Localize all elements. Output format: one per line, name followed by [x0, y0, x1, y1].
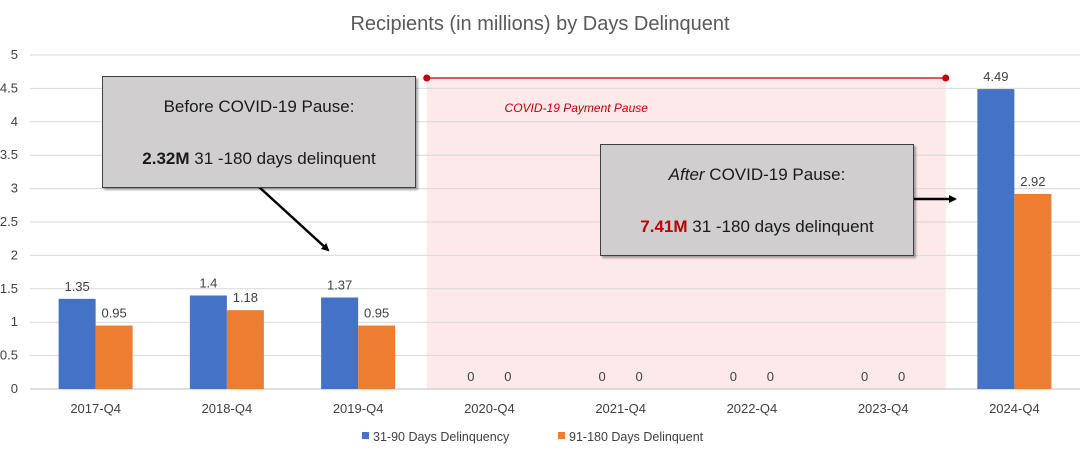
- x-tick-label: 2017-Q4: [70, 401, 121, 416]
- legend-swatch: [558, 432, 565, 439]
- before-callout-value: 2.32M: [142, 149, 190, 168]
- after-pause-callout: After COVID-19 Pause: 7.41M 31 -180 days…: [600, 144, 914, 256]
- y-tick-label: 2.5: [0, 214, 18, 229]
- x-tick-label: 2023-Q4: [858, 401, 909, 416]
- data-label: 0: [898, 369, 905, 384]
- y-tick-label: 0.5: [0, 348, 18, 363]
- chart-title: Recipients (in millions) by Days Delinqu…: [350, 13, 729, 35]
- bar-31-90-days: [321, 297, 359, 389]
- bar-91-180-days: [226, 310, 264, 389]
- bar-31-90-days: [977, 89, 1015, 390]
- after-callout-heading-italic: After: [668, 165, 705, 184]
- y-tick-label: 4: [11, 114, 18, 129]
- y-tick-label: 0: [11, 381, 18, 396]
- data-label: 1.37: [327, 277, 352, 292]
- y-tick-label: 1.5: [0, 281, 18, 296]
- data-label: 0: [504, 369, 511, 384]
- before-callout-heading: Before COVID-19 Pause:: [163, 97, 355, 116]
- data-label: 1.35: [64, 279, 89, 294]
- data-label: 0.95: [101, 306, 126, 321]
- y-tick-label: 3: [11, 181, 18, 196]
- before-callout-text: 31 -180 days delinquent: [189, 149, 376, 168]
- y-tick-label: 2: [11, 247, 18, 262]
- bar-91-180-days: [95, 325, 133, 389]
- after-callout-heading: After COVID-19 Pause:: [601, 165, 913, 185]
- bar-31-90-days: [189, 295, 227, 389]
- y-tick-label: 3.5: [0, 147, 18, 162]
- pause-start-dot: [423, 74, 431, 82]
- before-callout-body: 2.32M 31 -180 days delinquent: [103, 149, 415, 169]
- pause-end-dot: [942, 74, 950, 82]
- pause-region-label: COVID-19 Payment Pause: [505, 101, 649, 115]
- data-label: 4.49: [983, 69, 1008, 84]
- after-callout-value: 7.41M: [640, 217, 688, 236]
- x-tick-label: 2024-Q4: [989, 401, 1040, 416]
- x-tick-label: 2020-Q4: [464, 401, 515, 416]
- data-label: 0: [467, 369, 474, 384]
- data-label: 1.18: [233, 290, 258, 305]
- data-label: 0.95: [364, 306, 389, 321]
- data-label: 0: [599, 369, 606, 384]
- before-pause-callout: Before COVID-19 Pause: 2.32M 31 -180 day…: [102, 76, 416, 188]
- x-tick-label: 2019-Q4: [333, 401, 384, 416]
- data-label: 2.92: [1020, 174, 1045, 189]
- data-label: 0: [767, 369, 774, 384]
- bar-91-180-days: [1014, 193, 1052, 389]
- after-callout-text: 31 -180 days delinquent: [687, 217, 874, 236]
- y-tick-label: 5: [11, 47, 18, 62]
- legend-label: 31-90 Days Delinquency: [373, 430, 510, 444]
- x-tick-label: 2018-Q4: [202, 401, 253, 416]
- y-tick-label: 1: [11, 314, 18, 329]
- after-callout-heading-rest: COVID-19 Pause:: [704, 165, 846, 184]
- data-label: 1.4: [199, 275, 217, 290]
- legend-swatch: [362, 432, 369, 439]
- data-label: 0: [730, 369, 737, 384]
- bar-91-180-days: [358, 325, 396, 389]
- bar-31-90-days: [58, 298, 96, 389]
- x-tick-label: 2021-Q4: [595, 401, 646, 416]
- after-callout-body: 7.41M 31 -180 days delinquent: [601, 217, 913, 237]
- x-tick-label: 2022-Q4: [727, 401, 778, 416]
- data-label: 0: [636, 369, 643, 384]
- data-label: 0: [861, 369, 868, 384]
- legend-label: 91-180 Days Delinquent: [569, 430, 704, 444]
- before-callout-arrow: [257, 185, 330, 252]
- y-tick-label: 4.5: [0, 80, 18, 95]
